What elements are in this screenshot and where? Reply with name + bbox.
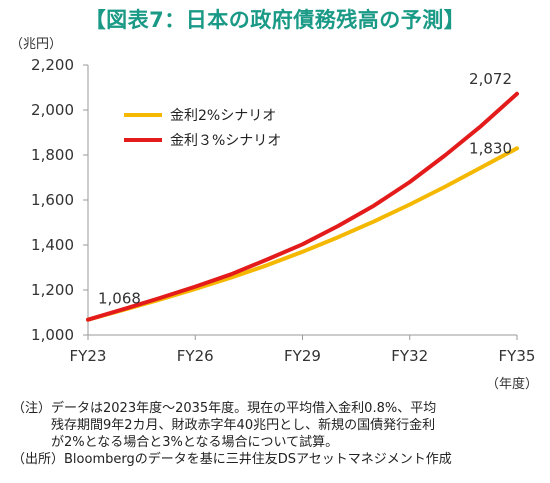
- note-line: （出所）Bloombergのデータを基に三井住友DSアセットマネジメント作成: [12, 452, 452, 467]
- y-tick-label: 1,800: [31, 146, 74, 164]
- y-axis-unit: （兆円）: [10, 37, 63, 52]
- x-tick-label: FY23: [70, 347, 107, 365]
- note-line: （注）データは2023年度～2035年度。現在の平均借入金利0.8%、平均: [12, 401, 437, 416]
- legend-label: 金利３%シナリオ: [170, 133, 281, 149]
- y-tick-label: 1,600: [31, 191, 74, 209]
- note-line: 残存期間9年2カ月、財政赤字年40兆円とし、新規の国債発行金利: [12, 418, 436, 433]
- data-label-start: 1,068: [98, 290, 141, 308]
- x-tick-label: FY35: [499, 347, 536, 365]
- y-tick-label: 2,200: [31, 56, 74, 74]
- legend-label: 金利2%シナリオ: [170, 108, 276, 124]
- line-chart: 1,000 1,200 1,400 1,600 1,800 2,000 2,200 FY23 F…: [31, 56, 535, 365]
- x-tick-label: FY29: [284, 347, 321, 365]
- y-tick-label: 1,400: [31, 236, 74, 254]
- y-tick-label: 1,200: [31, 281, 74, 299]
- x-axis-unit: （年度）: [486, 377, 539, 392]
- chart-title: 【図表7：日本の政府債務残高の予測】: [84, 8, 466, 32]
- footnotes: （注）データは2023年度～2035年度。現在の平均借入金利0.8%、平均 残存…: [12, 400, 542, 468]
- x-tick-label: FY32: [391, 347, 428, 365]
- series-line-2: [86, 91, 519, 322]
- data-labels: 1,068 2,072 1,830: [98, 70, 512, 308]
- series-line-1: [86, 146, 519, 322]
- x-tick-label: FY26: [177, 347, 214, 365]
- series-lines: [86, 91, 519, 322]
- data-label-3pct-end: 2,072: [469, 70, 512, 88]
- note-line: が2%となる場合と3%となる場合について試算。: [12, 435, 339, 450]
- data-label-2pct-end: 1,830: [469, 139, 512, 157]
- y-tick-label: 2,000: [31, 101, 74, 119]
- y-tick-label: 1,000: [31, 326, 74, 344]
- axes: 1,000 1,200 1,400 1,600 1,800 2,000 2,200 FY23 F…: [31, 56, 535, 365]
